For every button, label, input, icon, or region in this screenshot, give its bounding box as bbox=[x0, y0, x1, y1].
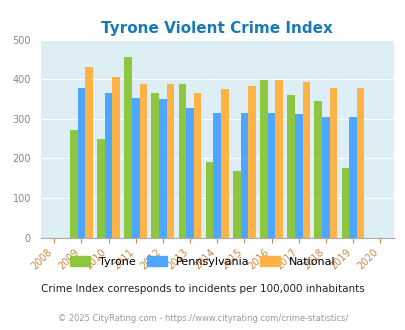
Bar bbox=[247, 85, 255, 238]
Bar bbox=[240, 113, 247, 238]
Bar bbox=[178, 84, 186, 238]
Bar bbox=[85, 67, 92, 238]
Bar bbox=[193, 93, 201, 238]
Bar bbox=[70, 130, 77, 238]
Bar bbox=[321, 117, 329, 238]
Bar bbox=[132, 98, 139, 238]
Bar bbox=[314, 101, 321, 238]
Bar bbox=[205, 162, 213, 238]
Bar bbox=[341, 168, 348, 238]
Bar bbox=[186, 108, 193, 238]
Bar bbox=[348, 117, 356, 238]
Title: Tyrone Violent Crime Index: Tyrone Violent Crime Index bbox=[101, 21, 333, 36]
Bar bbox=[220, 89, 228, 238]
Bar bbox=[104, 93, 112, 238]
Bar bbox=[151, 93, 159, 238]
Bar bbox=[294, 115, 302, 238]
Bar bbox=[124, 57, 132, 238]
Bar bbox=[356, 87, 364, 238]
Bar bbox=[329, 87, 337, 238]
Bar bbox=[275, 81, 282, 238]
Bar bbox=[112, 77, 119, 238]
Bar bbox=[260, 80, 267, 238]
Bar bbox=[166, 84, 174, 238]
Bar bbox=[302, 82, 309, 238]
Bar bbox=[232, 171, 240, 238]
Bar bbox=[267, 113, 275, 238]
Bar bbox=[139, 84, 147, 238]
Text: © 2025 CityRating.com - https://www.cityrating.com/crime-statistics/: © 2025 CityRating.com - https://www.city… bbox=[58, 314, 347, 323]
Bar bbox=[213, 113, 220, 238]
Bar bbox=[77, 87, 85, 238]
Text: Crime Index corresponds to incidents per 100,000 inhabitants: Crime Index corresponds to incidents per… bbox=[41, 284, 364, 294]
Bar bbox=[287, 95, 294, 238]
Bar bbox=[159, 99, 166, 238]
Bar bbox=[97, 139, 104, 238]
Legend: Tyrone, Pennsylvania, National: Tyrone, Pennsylvania, National bbox=[66, 251, 339, 271]
